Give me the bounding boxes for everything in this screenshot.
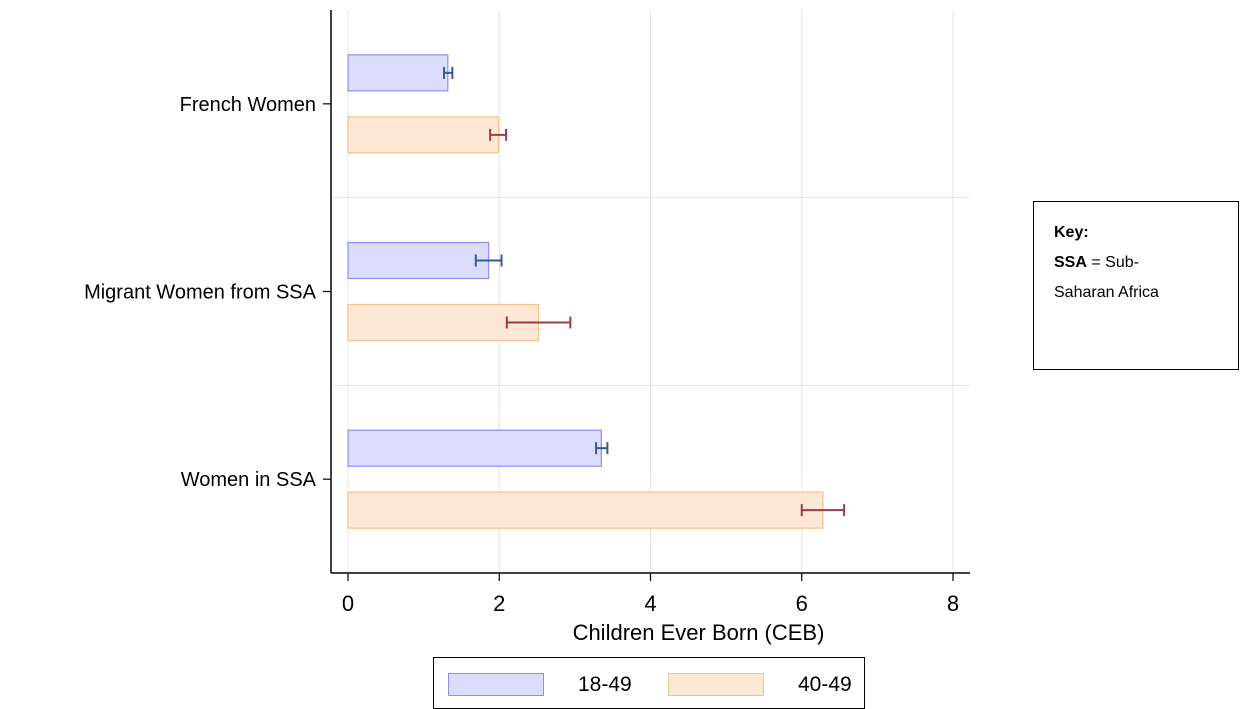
x-tick-label-4: 4 <box>644 591 656 616</box>
key-definition-line2: Saharan Africa <box>1054 284 1159 301</box>
x-tick-label-8: 8 <box>947 591 959 616</box>
bar-french-women-40-49 <box>347 116 500 154</box>
bar-women-in-ssa-18-49 <box>347 429 602 467</box>
key-definition-line1: = Sub- <box>1086 254 1139 271</box>
x-tick-label-2: 2 <box>493 591 505 616</box>
x-axis-label: Children Ever Born (CEB) <box>573 620 825 645</box>
legend: 18-49 40-49 <box>433 657 865 709</box>
error-bar-migrant-women-from-ssa-18-49 <box>474 254 503 267</box>
error-bar-french-women-40-49 <box>489 128 508 141</box>
bar-migrant-women-from-ssa-18-49 <box>347 241 490 280</box>
y-tick-label-migrant-women-from-ssa: Migrant Women from SSA <box>84 282 317 304</box>
legend-swatch-18-49 <box>448 673 544 696</box>
error-bar-migrant-women-from-ssa-40-49 <box>505 316 572 329</box>
legend-label-18-49: 18-49 <box>578 672 632 696</box>
bar-migrant-women-from-ssa-40-49 <box>347 303 540 342</box>
legend-swatch-40-49 <box>668 673 764 696</box>
error-bar-french-women-18-49 <box>443 66 454 79</box>
y-tick-label-french-women: French Women <box>180 94 316 116</box>
bar-french-women-18-49 <box>347 54 449 92</box>
legend-item-18-49: 18-49 <box>448 671 632 698</box>
key-title: Key: <box>1054 224 1089 241</box>
x-tick-label-0: 0 <box>342 591 354 616</box>
legend-label-40-49: 40-49 <box>798 672 852 696</box>
bar-women-in-ssa-40-49 <box>347 491 824 529</box>
error-bar-women-in-ssa-40-49 <box>800 504 846 517</box>
key-abbr: SSA <box>1054 254 1087 271</box>
legend-item-40-49: 40-49 <box>668 671 852 698</box>
error-bar-women-in-ssa-18-49 <box>595 442 609 455</box>
key-box: Key: SSA = Sub- Saharan Africa <box>1033 201 1239 370</box>
y-tick-label-women-in-ssa: Women in SSA <box>181 469 317 491</box>
x-tick-label-6: 6 <box>796 591 808 616</box>
